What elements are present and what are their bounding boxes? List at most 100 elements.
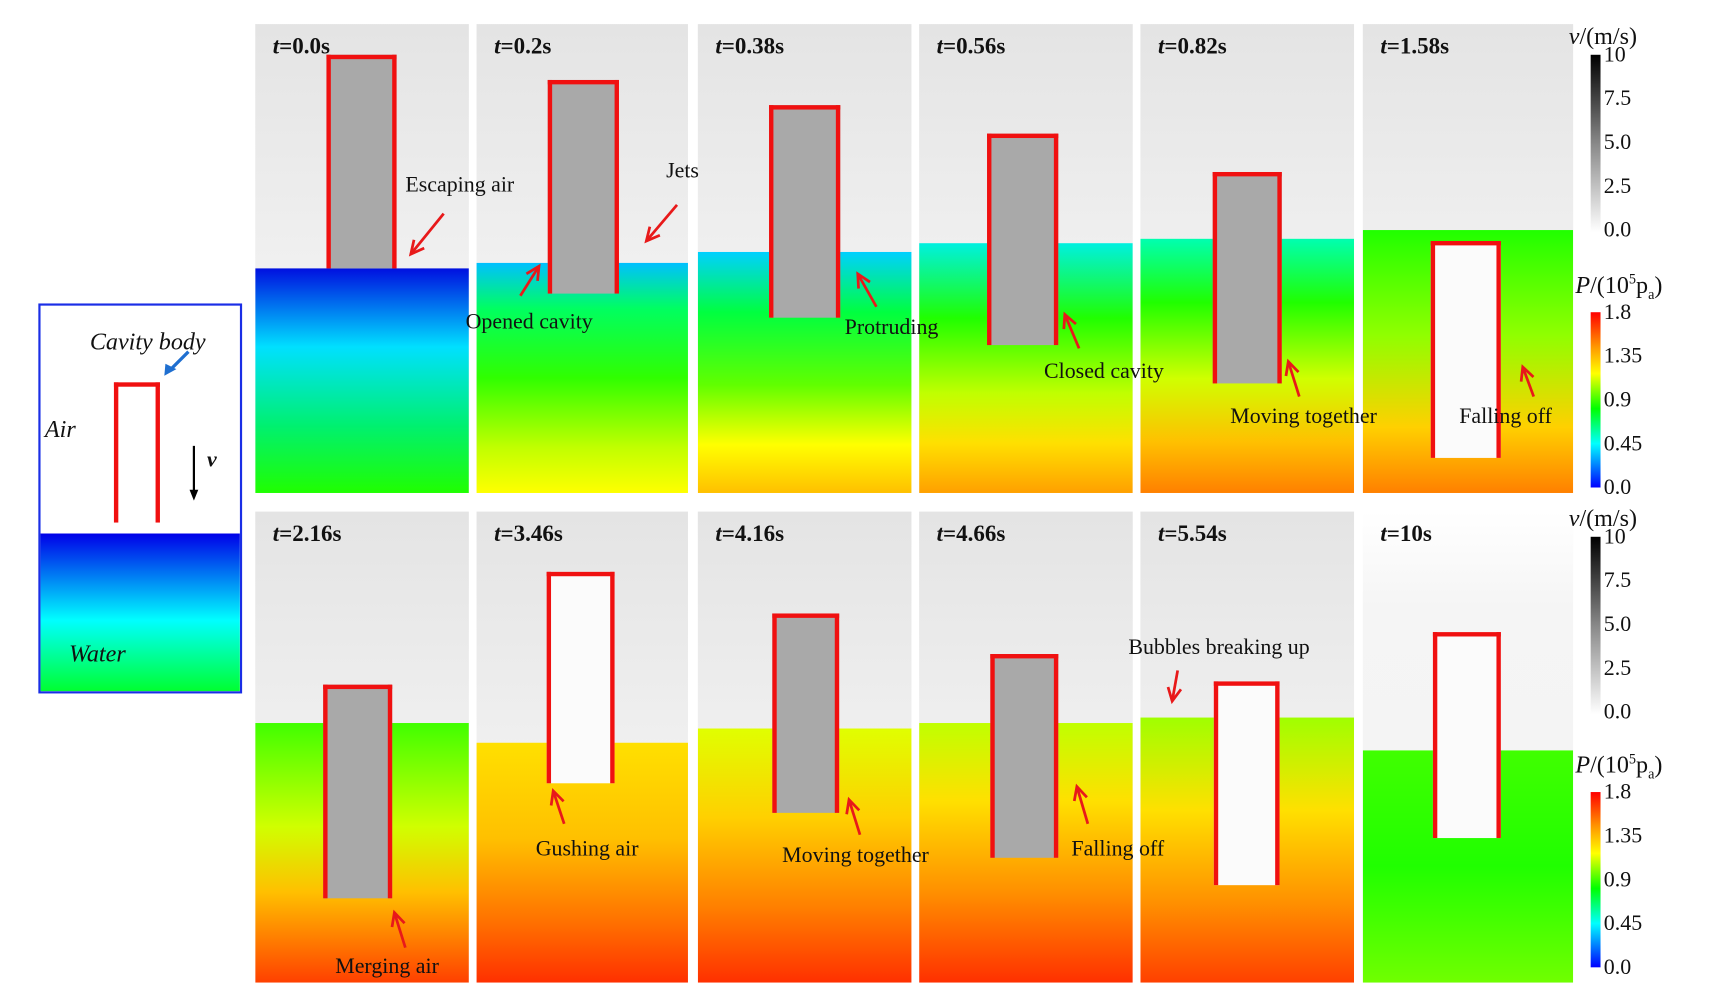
air-label: Air: [44, 415, 76, 443]
cavity-body: [546, 571, 615, 784]
time-label: t=0.0s: [273, 33, 330, 60]
time-value: =0.0s: [279, 32, 331, 60]
velocity-tick-label: 2.5: [1603, 174, 1632, 199]
pressure-tick-label: 0.0: [1603, 475, 1632, 500]
cavity-body: [323, 684, 393, 899]
time-label: t=4.66s: [937, 520, 1006, 547]
pressure-tick-label: 1.8: [1603, 779, 1632, 805]
time-variable: t: [272, 32, 280, 60]
cavity-body: [326, 54, 397, 269]
pressure-tick-label: 0.45: [1603, 911, 1643, 936]
time-value: =5.54s: [1164, 520, 1227, 547]
velocity-tick-label: 0.0: [1603, 218, 1632, 243]
time-value: =0.2s: [500, 32, 552, 60]
velocity-tick-label: 2.5: [1603, 656, 1632, 681]
time-label: t=2.16s: [273, 520, 342, 547]
annotation-label: Moving together: [782, 843, 929, 868]
time-variable: t: [1157, 32, 1165, 60]
cavity-body: [1212, 171, 1282, 384]
time-value: =3.46s: [500, 520, 563, 547]
annotation-label: Closed cavity: [1044, 359, 1164, 384]
pressure-colorbar-title: P/(105pa): [1575, 270, 1663, 303]
pressure-tick-label: 0.9: [1603, 387, 1632, 412]
pressure-tick-label: 1.35: [1603, 343, 1643, 369]
time-variable: t: [715, 32, 722, 60]
time-value: =0.38s: [721, 32, 785, 60]
panel-6: t=2.16s: [255, 511, 469, 983]
cavity-pointer-arrowhead: [164, 363, 177, 376]
velocity-tick-label: 5.0: [1603, 612, 1632, 637]
annotation-label: Bubbles breaking up: [1128, 635, 1310, 660]
velocity-colorbar: [1590, 54, 1601, 233]
cavity-body: [1432, 632, 1501, 839]
velocity-tick-label: 7.5: [1603, 86, 1632, 111]
panel-10: t=5.54s: [1140, 511, 1355, 983]
time-value: =10s: [1386, 520, 1432, 547]
water-pressure-field: [476, 262, 688, 493]
panel-7: t=3.46s: [476, 511, 688, 983]
annotation-label: Escaping air: [405, 173, 515, 198]
legend-arrows: [164, 350, 199, 501]
time-value: =4.16s: [721, 520, 785, 547]
cavity-body-label: Cavity body: [89, 327, 206, 355]
cavity-body: [1213, 681, 1280, 886]
time-variable: t: [1157, 520, 1165, 547]
time-variable: t: [1380, 520, 1387, 547]
panel-11: t=10s: [1362, 511, 1574, 983]
water-label: Water: [69, 639, 126, 668]
velocity-tick-label: 10: [1603, 42, 1626, 67]
panel-4: t=0.82s: [1140, 24, 1355, 493]
time-label: t=1.58s: [1380, 33, 1449, 60]
time-value: =1.58s: [1386, 32, 1450, 60]
velocity-arrowhead: [189, 489, 199, 501]
annotation-label: Jets: [666, 158, 699, 183]
cavity-body: [987, 133, 1059, 346]
pressure-tick-label: 0.45: [1603, 431, 1643, 456]
velocity-tick-label: 10: [1603, 524, 1626, 549]
annotation-label: Opened cavity: [465, 310, 593, 335]
velocity-label: v: [207, 448, 217, 473]
pressure-tick-label: 1.8: [1603, 300, 1632, 325]
time-variable: t: [1380, 32, 1387, 60]
time-variable: t: [272, 520, 280, 547]
pressure-tick-label: 0.9: [1603, 867, 1632, 892]
velocity-colorbar: [1590, 536, 1601, 715]
pressure-tick-label: 0.0: [1603, 955, 1632, 980]
time-label: t=4.16s: [715, 520, 784, 547]
annotation-label: Merging air: [335, 954, 439, 979]
annotation-label: Falling off: [1071, 836, 1165, 862]
cavity-body: [769, 105, 841, 318]
panel-1: t=0.2s: [476, 24, 688, 493]
time-label: t=10s: [1380, 520, 1431, 547]
time-label: t=0.2s: [494, 33, 551, 60]
time-label: t=3.46s: [494, 520, 563, 547]
time-variable: t: [494, 520, 501, 547]
time-variable: t: [715, 520, 722, 547]
panel-9: t=4.66s: [919, 511, 1133, 983]
cavity-body: [772, 613, 840, 813]
time-value: =2.16s: [279, 520, 342, 547]
annotation-label: Gushing air: [535, 836, 639, 862]
panel-8: t=4.16s: [697, 511, 912, 983]
velocity-colorbar-title: v/(m/s): [1568, 503, 1638, 532]
pressure-colorbar: [1590, 792, 1601, 968]
annotation-label: Protruding: [844, 315, 939, 340]
pressure-colorbar-title: P/(105pa): [1575, 750, 1663, 782]
time-variable: t: [936, 32, 944, 60]
velocity-tick-label: 7.5: [1603, 568, 1632, 593]
panel-0: t=0.0s: [255, 24, 469, 493]
panel-5: t=1.58s: [1362, 24, 1574, 493]
velocity-tick-label: 5.0: [1603, 130, 1632, 155]
water-region: [40, 533, 240, 692]
cavity-body-shape: [113, 382, 160, 523]
pressure-tick-label: 1.35: [1603, 823, 1643, 848]
annotation-label: Moving together: [1230, 404, 1377, 429]
annotation-label: Falling off: [1459, 404, 1552, 429]
time-value: =0.56s: [943, 32, 1006, 60]
time-label: t=0.82s: [1158, 33, 1227, 60]
time-label: t=5.54s: [1158, 520, 1227, 547]
velocity-tick-label: 0.0: [1603, 700, 1632, 725]
cavity-body: [547, 79, 619, 294]
time-variable: t: [936, 520, 944, 547]
